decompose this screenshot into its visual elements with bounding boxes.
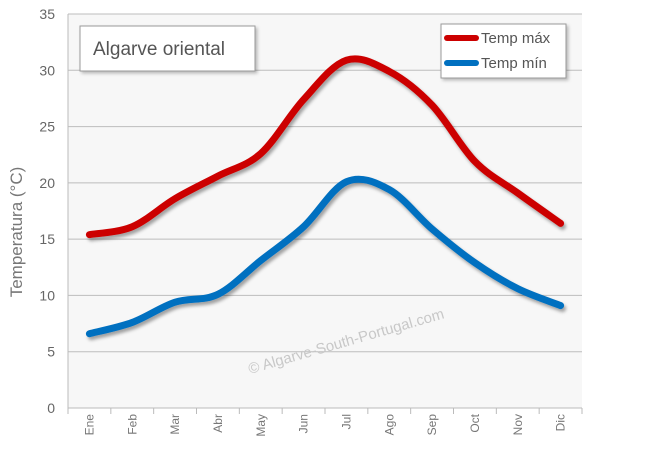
data-point <box>387 188 391 192</box>
y-tick-label: 25 <box>39 119 55 135</box>
x-tick-label: Dic <box>554 414 568 431</box>
series-line-temp-min <box>85 175 565 338</box>
x-axis-ticks <box>67 408 583 414</box>
x-axis-tick-labels: Ene Feb Mar Abr May Jun Jul Ago Sep Oct Nov Dic <box>82 413 567 436</box>
data-point <box>430 103 434 107</box>
data-point <box>302 225 306 229</box>
x-tick-label: May <box>254 414 268 437</box>
x-tick-label: Mar <box>168 414 182 435</box>
legend-label-temp-max: Temp máx <box>481 30 551 47</box>
data-point <box>216 292 220 296</box>
y-tick-label: 5 <box>47 344 55 360</box>
x-tick-label: Nov <box>511 414 525 435</box>
y-tick-label: 30 <box>39 62 55 78</box>
x-tick-label: Jun <box>297 414 311 433</box>
data-point <box>387 69 391 73</box>
data-point <box>559 304 563 308</box>
data-point <box>473 261 477 265</box>
y-tick-label: 15 <box>39 231 55 247</box>
x-tick-label: Ene <box>82 414 96 436</box>
x-tick-label: Oct <box>468 413 482 432</box>
x-tick-label: Feb <box>125 414 139 435</box>
data-point <box>516 287 520 291</box>
x-tick-label: Abr <box>211 414 225 433</box>
data-point <box>516 191 520 195</box>
chart-title: Algarve oriental <box>93 39 225 60</box>
data-point <box>344 58 348 62</box>
data-point <box>87 332 91 336</box>
y-tick-label: 10 <box>39 287 55 303</box>
series-line-temp-max <box>85 55 565 239</box>
data-point <box>259 259 263 263</box>
data-point <box>130 225 134 229</box>
data-point <box>430 227 434 231</box>
chart-title-frame <box>79 25 256 72</box>
data-point <box>559 221 563 225</box>
data-point <box>302 98 306 102</box>
data-point <box>173 300 177 304</box>
legend: Temp máx Temp mín <box>440 23 567 79</box>
legend-frame <box>440 23 567 79</box>
data-point <box>473 159 477 163</box>
y-axis-title: Temperatura (°C) <box>7 167 26 298</box>
data-point <box>344 180 348 184</box>
data-point <box>173 197 177 201</box>
y-tick-label: 35 <box>39 6 55 22</box>
data-point <box>130 320 134 324</box>
y-tick-label: 20 <box>39 175 55 191</box>
x-tick-label: Jul <box>339 414 353 429</box>
data-point <box>259 152 263 156</box>
y-axis-tick-labels: 0 5 10 15 20 25 30 35 <box>39 6 55 416</box>
series-lines <box>85 55 565 338</box>
legend-label-temp-min: Temp mín <box>481 55 547 72</box>
y-tick-label: 0 <box>47 400 55 416</box>
chart-title-box: Algarve oriental <box>79 25 256 72</box>
data-point <box>216 174 220 178</box>
x-tick-label: Sep <box>425 414 439 436</box>
data-point <box>87 233 91 237</box>
x-tick-label: Ago <box>382 414 396 436</box>
